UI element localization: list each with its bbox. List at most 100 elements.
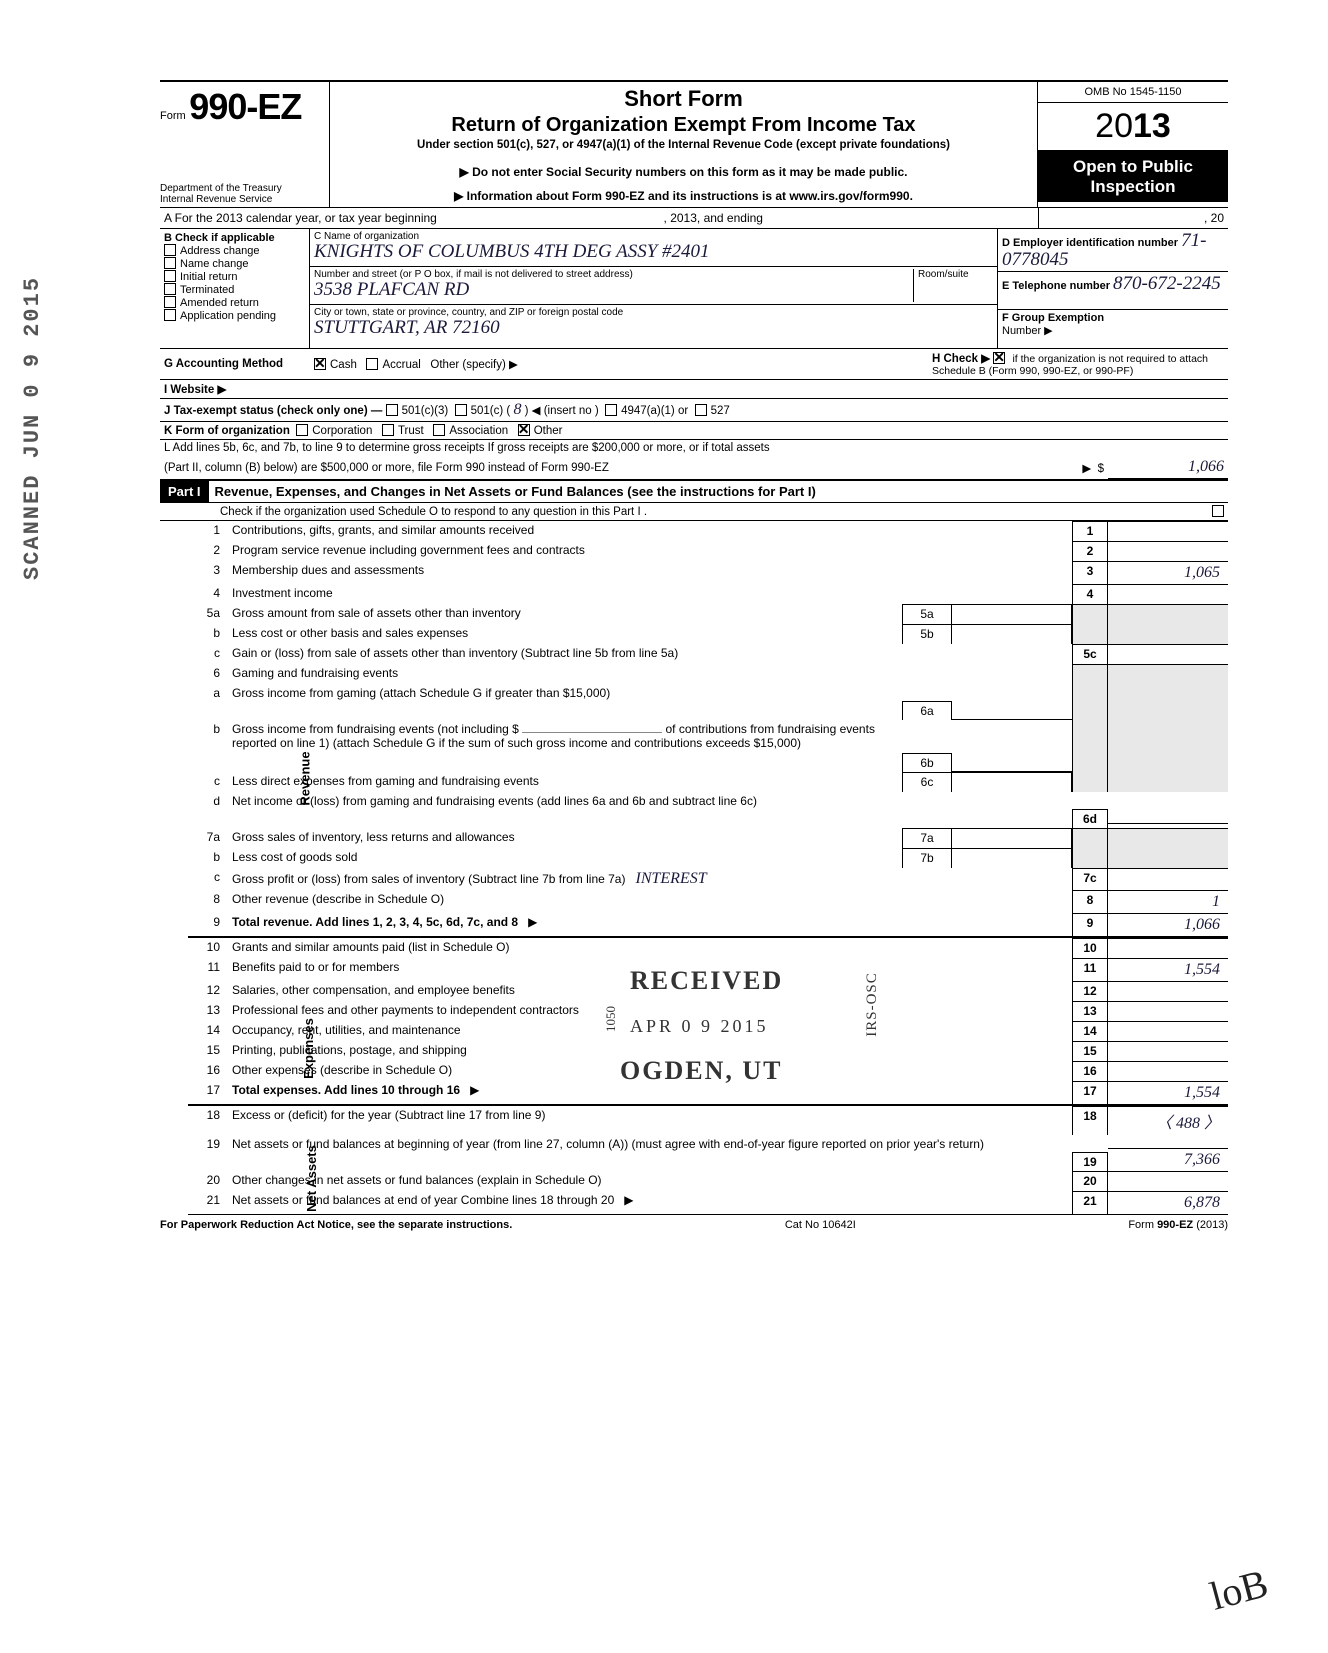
year-prefix: 20 — [1095, 107, 1133, 145]
j-insert: 8 — [513, 401, 521, 418]
chk-other[interactable] — [518, 424, 530, 436]
b-item-2: Initial return — [180, 271, 237, 283]
k-assoc: Association — [449, 425, 508, 437]
form-number: 990-EZ — [189, 86, 301, 127]
j-4947: 4947(a)(1) or — [621, 405, 688, 417]
val-16 — [1108, 1061, 1228, 1081]
val-8: 1 — [1108, 890, 1228, 913]
val-11: 1,554 — [1108, 958, 1228, 981]
j-527: 527 — [711, 405, 730, 417]
e-label: E Telephone number — [1002, 280, 1110, 292]
chk-accrual[interactable] — [366, 358, 378, 370]
c-room-label: Room/suite — [918, 269, 993, 280]
line-5c: Gain or (loss) from sale of assets other… — [228, 644, 1072, 664]
j-501c: 501(c) ( — [471, 405, 511, 417]
part1-subtext: Check if the organization used Schedule … — [160, 504, 1208, 520]
line-18: Excess or (deficit) for the year (Subtra… — [228, 1106, 1072, 1135]
chk-trust[interactable] — [382, 424, 394, 436]
line-4: Investment income — [228, 584, 1072, 604]
val-13 — [1108, 1001, 1228, 1021]
line-6d: Net income or (loss) from gaming and fun… — [228, 792, 1072, 828]
row-gh: G Accounting Method Cash Accrual Other (… — [160, 349, 1228, 380]
line-8: Other revenue (describe in Schedule O) — [228, 890, 1072, 913]
b-item-1: Name change — [180, 258, 249, 270]
part1-title: Revenue, Expenses, and Changes in Net As… — [209, 481, 1228, 502]
f-label: F Group Exemption — [1002, 312, 1104, 324]
open-line2: Inspection — [1040, 177, 1226, 197]
j-501c-tail: ) ◀ (insert no ) — [525, 405, 599, 417]
initials: loB — [1205, 1559, 1273, 1619]
b-item-3: Terminated — [180, 284, 234, 296]
chk-cash[interactable] — [314, 358, 326, 370]
interest-hand: INTEREST — [636, 870, 707, 887]
val-20 — [1108, 1171, 1228, 1191]
line-21: Net assets or fund balances at end of ye… — [232, 1193, 614, 1207]
val-5c — [1108, 644, 1228, 664]
l-line2: (Part II, column (B) below) are $500,000… — [160, 460, 1068, 476]
chk-4947[interactable] — [605, 404, 617, 416]
k-label: K Form of organization — [164, 425, 290, 437]
val-14 — [1108, 1021, 1228, 1041]
b-item-4: Amended return — [180, 297, 259, 309]
e-value: 870-672-2245 — [1113, 273, 1221, 294]
sidelabel-netassets: Net Assets — [304, 1145, 319, 1212]
val-10 — [1108, 938, 1228, 958]
c-city-value: STUTTGART, AR 72160 — [314, 317, 500, 338]
val-18: 〈 488 〉 — [1108, 1106, 1228, 1135]
d-value: 71-0778045 — [1002, 230, 1206, 270]
row-a: A For the 2013 calendar year, or tax yea… — [160, 208, 1228, 229]
chk-initial-return[interactable] — [164, 270, 176, 282]
g-accrual: Accrual — [382, 359, 420, 371]
val-21: 6,878 — [1108, 1191, 1228, 1214]
line-7b: Less cost of goods sold — [228, 848, 902, 868]
chk-app-pending[interactable] — [164, 309, 176, 321]
chk-527[interactable] — [695, 404, 707, 416]
line-3: Membership dues and assessments — [228, 561, 1072, 584]
chk-terminated[interactable] — [164, 283, 176, 295]
chk-address-change[interactable] — [164, 244, 176, 256]
chk-corp[interactable] — [296, 424, 308, 436]
val-9: 1,066 — [1108, 913, 1228, 936]
row-l2: (Part II, column (B) below) are $500,000… — [160, 456, 1228, 480]
year-bold: 13 — [1133, 107, 1171, 145]
i-label: I Website ▶ — [160, 380, 928, 398]
chk-amended[interactable] — [164, 296, 176, 308]
val-3: 1,065 — [1108, 561, 1228, 584]
val-15 — [1108, 1041, 1228, 1061]
line-6b: Gross income from fundraising events (no… — [228, 720, 902, 772]
val-7c — [1108, 868, 1228, 890]
stamp-date: APR 0 9 2015 — [630, 1016, 769, 1037]
footer-right: Form 990-EZ (2013) — [1128, 1219, 1228, 1231]
note-ssn: ▶ Do not enter Social Security numbers o… — [338, 165, 1029, 179]
a-mid: , 2013, and ending — [664, 211, 763, 225]
chk-schedule-o[interactable] — [1212, 505, 1224, 517]
col-b: B Check if applicable Address change Nam… — [160, 229, 310, 348]
stamp-ogden: OGDEN, UT — [620, 1056, 782, 1086]
note-info: ▶ Information about Form 990-EZ and its … — [338, 189, 1029, 203]
g-label: G Accounting Method — [160, 356, 310, 372]
sidelabel-revenue: Revenue — [298, 751, 313, 805]
open-line1: Open to Public — [1040, 157, 1226, 177]
l-value: 1,066 — [1188, 458, 1224, 475]
row-l: L Add lines 5b, 6c, and 7b, to line 9 to… — [160, 440, 1228, 456]
b-item-5: Application pending — [180, 310, 276, 322]
chk-assoc[interactable] — [433, 424, 445, 436]
chk-h[interactable] — [993, 352, 1005, 364]
chk-501c[interactable] — [455, 404, 467, 416]
val-19: 7,366 — [1108, 1148, 1228, 1171]
chk-name-change[interactable] — [164, 257, 176, 269]
form-header: Form 990-EZ Department of the Treasury I… — [160, 80, 1228, 208]
val-12 — [1108, 981, 1228, 1001]
title-return: Return of Organization Exempt From Incom… — [338, 114, 1029, 137]
line-6: Gaming and fundraising events — [228, 664, 1072, 684]
val-4 — [1108, 584, 1228, 604]
chk-501c3[interactable] — [386, 404, 398, 416]
row-i: I Website ▶ — [160, 380, 1228, 399]
col-def: D Employer identification number 71-0778… — [998, 229, 1228, 348]
dept-irs: Internal Revenue Service — [160, 194, 323, 205]
row-j: J Tax-exempt status (check only one) — 5… — [160, 399, 1228, 422]
line-6a: Gross income from gaming (attach Schedul… — [228, 684, 902, 720]
line-2: Program service revenue including govern… — [228, 541, 1072, 561]
subtitle: Under section 501(c), 527, or 4947(a)(1)… — [338, 139, 1029, 151]
line-7a: Gross sales of inventory, less returns a… — [228, 828, 902, 848]
